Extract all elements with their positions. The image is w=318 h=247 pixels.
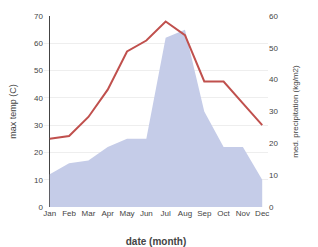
svg-text:20: 20	[34, 148, 43, 157]
svg-text:Dec: Dec	[255, 209, 269, 218]
svg-text:50: 50	[34, 66, 43, 75]
svg-text:med. precipitation (kg/m2): med. precipitation (kg/m2)	[291, 65, 300, 158]
svg-text:Nov: Nov	[236, 209, 250, 218]
svg-text:70: 70	[34, 12, 43, 21]
svg-text:Jul: Jul	[161, 209, 171, 218]
svg-text:0: 0	[39, 203, 44, 212]
svg-text:max temp (C): max temp (C)	[8, 84, 18, 139]
svg-text:Apr: Apr	[101, 209, 114, 218]
svg-text:20: 20	[269, 139, 278, 148]
svg-text:0: 0	[269, 203, 274, 212]
svg-text:May: May	[119, 209, 134, 218]
svg-text:Mar: Mar	[82, 209, 96, 218]
svg-text:10: 10	[269, 171, 278, 180]
svg-text:date (month): date (month)	[126, 236, 187, 247]
svg-text:Feb: Feb	[62, 209, 76, 218]
svg-text:Sep: Sep	[197, 209, 212, 218]
svg-text:40: 40	[34, 94, 43, 103]
svg-text:50: 50	[269, 44, 278, 53]
svg-text:Jun: Jun	[140, 209, 153, 218]
svg-text:30: 30	[269, 107, 278, 116]
svg-text:Jan: Jan	[43, 209, 56, 218]
svg-text:60: 60	[269, 12, 278, 21]
svg-text:10: 10	[34, 176, 43, 185]
svg-text:40: 40	[269, 75, 278, 84]
svg-text:Aug: Aug	[178, 209, 192, 218]
svg-text:30: 30	[34, 121, 43, 130]
svg-text:Oct: Oct	[217, 209, 230, 218]
svg-text:60: 60	[34, 39, 43, 48]
